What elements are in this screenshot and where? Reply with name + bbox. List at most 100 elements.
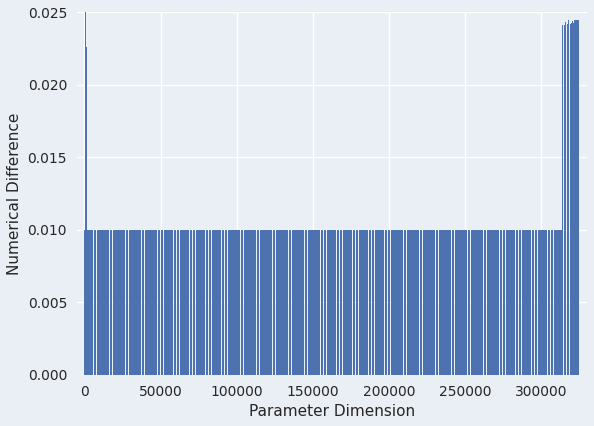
Bar <box>321 230 322 375</box>
Bar <box>506 230 507 375</box>
Bar <box>569 25 570 375</box>
Bar <box>156 230 157 375</box>
Bar <box>576 20 577 375</box>
Bar <box>570 24 571 375</box>
Bar <box>575 20 576 375</box>
Bar <box>298 230 299 375</box>
Bar <box>559 230 560 375</box>
Bar <box>116 230 117 375</box>
Bar <box>354 230 355 375</box>
Bar <box>487 230 488 375</box>
Bar <box>323 230 324 375</box>
Bar <box>216 230 217 375</box>
Bar <box>451 230 452 375</box>
Bar <box>407 230 408 375</box>
Bar <box>343 230 344 375</box>
Bar <box>511 230 513 375</box>
Bar <box>351 230 352 375</box>
Bar <box>550 230 551 375</box>
Bar <box>289 230 290 375</box>
Bar <box>388 230 389 375</box>
Bar <box>168 230 169 375</box>
Bar <box>358 230 359 375</box>
Bar <box>151 230 152 375</box>
Bar <box>546 230 548 375</box>
Bar <box>92 230 93 375</box>
Bar <box>84 230 85 375</box>
Bar <box>318 230 319 375</box>
Bar <box>169 230 170 375</box>
Bar <box>432 230 433 375</box>
Bar <box>330 230 331 375</box>
Bar <box>155 230 156 375</box>
Bar <box>224 230 225 375</box>
Bar <box>121 230 122 375</box>
Bar <box>424 230 425 375</box>
Bar <box>413 230 414 375</box>
Bar <box>211 230 212 375</box>
Bar <box>242 230 243 375</box>
Bar <box>527 230 528 375</box>
Bar <box>415 230 416 375</box>
Bar <box>109 230 110 375</box>
Bar <box>123 230 124 375</box>
Bar <box>171 230 172 375</box>
Bar <box>555 230 556 375</box>
Bar <box>246 230 247 375</box>
Bar <box>516 230 517 375</box>
Bar <box>210 230 211 375</box>
Bar <box>172 230 173 375</box>
Bar <box>248 230 249 375</box>
Bar <box>287 230 289 375</box>
Bar <box>95 230 96 375</box>
Bar <box>158 230 159 375</box>
Bar <box>502 230 503 375</box>
Bar <box>383 230 384 375</box>
Bar <box>225 230 226 375</box>
Bar <box>541 230 542 375</box>
Bar <box>328 230 329 375</box>
Bar <box>345 230 346 375</box>
Bar <box>197 230 198 375</box>
Bar <box>88 230 89 375</box>
Bar <box>113 230 114 375</box>
Bar <box>192 230 193 375</box>
Bar <box>203 230 204 375</box>
Bar <box>518 230 519 375</box>
Bar <box>418 230 419 375</box>
Bar <box>365 230 366 375</box>
Bar <box>173 230 174 375</box>
Bar <box>258 230 259 375</box>
Bar <box>316 230 317 375</box>
Bar <box>132 230 133 375</box>
Bar <box>406 230 407 375</box>
Bar <box>429 230 430 375</box>
Bar <box>507 230 508 375</box>
Bar <box>375 230 376 375</box>
Bar <box>128 230 129 375</box>
Bar <box>281 230 282 375</box>
Bar <box>179 230 180 375</box>
Bar <box>353 230 354 375</box>
Bar <box>144 230 145 375</box>
Bar <box>148 230 149 375</box>
Bar <box>182 230 184 375</box>
Bar <box>551 230 552 375</box>
Bar <box>438 230 439 375</box>
Bar <box>275 230 276 375</box>
Bar <box>471 230 472 375</box>
Bar <box>483 230 484 375</box>
Bar <box>276 230 277 375</box>
Bar <box>344 230 345 375</box>
Bar <box>85 2 86 375</box>
X-axis label: Parameter Dimension: Parameter Dimension <box>249 404 415 419</box>
Bar <box>293 230 294 375</box>
Bar <box>352 230 353 375</box>
Bar <box>202 230 203 375</box>
Bar <box>153 230 154 375</box>
Bar <box>101 230 102 375</box>
Bar <box>349 230 350 375</box>
Bar <box>165 230 166 375</box>
Bar <box>395 230 396 375</box>
Bar <box>152 230 153 375</box>
